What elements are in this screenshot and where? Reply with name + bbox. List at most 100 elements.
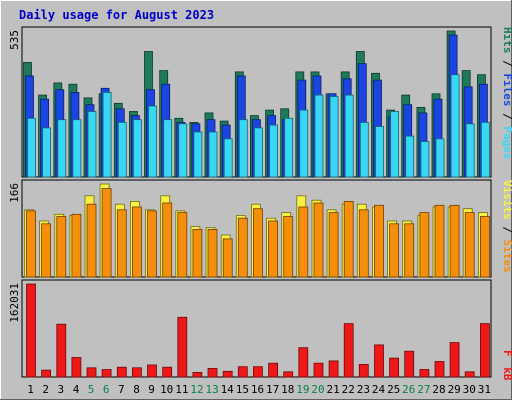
site-bar-day-31 <box>479 216 490 278</box>
kb-bar-day-16 <box>252 366 263 378</box>
page-bar-day-1 <box>27 117 36 178</box>
site-bar-day-25 <box>389 223 400 278</box>
kb-bar-day-30 <box>464 371 475 378</box>
legend-hits: Hits <box>501 27 512 54</box>
site-bar-day-28 <box>434 204 445 278</box>
site-bar-day-14 <box>222 238 233 278</box>
day-label-4: 4 <box>73 383 80 396</box>
hits-files-pages-panel: 535 Hits / Files / Pages <box>8 26 512 178</box>
day-label-29: 29 <box>448 383 461 396</box>
kb-bar-day-6 <box>101 369 112 378</box>
legend-files: Files <box>501 73 512 106</box>
site-bar-day-8 <box>131 206 142 278</box>
page-bar-day-2 <box>42 127 51 178</box>
page-bar-day-6 <box>102 92 112 178</box>
kb-bar-day-27 <box>419 369 430 378</box>
kb-bar-day-14 <box>222 370 233 378</box>
page-bar-day-10 <box>163 119 173 178</box>
site-bar-day-30 <box>464 212 475 278</box>
day-label-1: 1 <box>27 383 34 396</box>
kb-bar-day-28 <box>434 361 445 378</box>
kb-bar-day-12 <box>192 371 203 378</box>
page-bar-day-7 <box>117 122 127 178</box>
page-bar-day-8 <box>132 119 142 178</box>
day-label-16: 16 <box>251 383 264 396</box>
site-bar-day-16 <box>252 208 263 278</box>
day-axis-labels: 1 2 3 4 5 6 7 8 9 10 11 12 13 14 15 16 17 18 19 20 21 22 23 24 2… <box>27 383 491 396</box>
day-label-15: 15 <box>236 383 249 396</box>
day-label-25: 25 <box>387 383 400 396</box>
day-label-22: 22 <box>342 383 355 396</box>
legend-visits: Visits <box>501 180 512 220</box>
page-bar-day-17 <box>269 124 279 178</box>
site-bar-day-10 <box>162 202 173 278</box>
page-bar-day-18 <box>284 117 294 178</box>
chart-title: Daily usage for August 2023 <box>19 8 214 22</box>
page-bar-day-14 <box>223 138 233 178</box>
legend-sep-2: / <box>501 113 512 120</box>
site-bar-day-13 <box>207 228 218 278</box>
legend-pages: Pages <box>501 126 512 159</box>
day-label-7: 7 <box>118 383 125 396</box>
site-bar-day-22 <box>343 200 354 278</box>
kb-bar-day-1 <box>26 283 36 378</box>
day-label-5: 5 <box>88 383 95 396</box>
kb-bar-day-9 <box>147 364 157 378</box>
page-bar-day-9 <box>148 105 157 178</box>
page-bar-day-3 <box>57 119 67 178</box>
day-label-27: 27 <box>417 383 430 396</box>
page-bar-day-21 <box>329 96 339 178</box>
page-bar-day-28 <box>435 138 445 178</box>
kb-bar-day-21 <box>328 360 339 378</box>
kb-bar-day-18 <box>283 371 294 378</box>
page-bar-day-5 <box>87 111 97 178</box>
site-bar-day-23 <box>358 209 369 278</box>
kb-bar-day-19 <box>298 347 309 378</box>
page-bar-day-30 <box>465 123 475 178</box>
site-bar-day-29 <box>449 204 460 278</box>
hits-side-legend: Hits / Files / Pages <box>501 27 512 160</box>
day-label-26: 26 <box>402 383 415 396</box>
site-bar-day-1 <box>26 210 36 278</box>
legend-sites: Sites <box>501 240 512 273</box>
site-bar-day-15 <box>237 217 248 278</box>
page-bar-day-4 <box>72 119 82 178</box>
day-label-20: 20 <box>311 383 324 396</box>
page-bar-day-19 <box>299 109 309 178</box>
site-bar-day-18 <box>283 216 294 278</box>
day-label-28: 28 <box>432 383 445 396</box>
site-bar-day-5 <box>86 203 97 278</box>
site-bar-day-6 <box>101 188 112 278</box>
legend-kb-unit: kB <box>501 367 512 381</box>
day-label-3: 3 <box>57 383 64 396</box>
kb-bar-day-11 <box>177 316 188 378</box>
kb-bar-day-17 <box>268 362 279 378</box>
page-bar-day-25 <box>390 111 400 178</box>
kb-bar-day-15 <box>237 366 248 378</box>
day-label-18: 18 <box>281 383 294 396</box>
day-label-10: 10 <box>160 383 173 396</box>
site-bar-day-12 <box>192 228 203 278</box>
day-label-12: 12 <box>190 383 203 396</box>
kb-bar-day-20 <box>313 362 324 378</box>
site-bar-day-21 <box>328 212 339 278</box>
site-bar-day-9 <box>147 210 157 278</box>
day-label-11: 11 <box>175 383 188 396</box>
page-bar-day-29 <box>450 74 460 178</box>
kbytes-y-max-label: 162031 <box>8 283 21 323</box>
day-label-21: 21 <box>326 383 339 396</box>
site-bar-day-3 <box>56 216 67 278</box>
visits-sites-bars <box>24 183 490 278</box>
kb-bar-day-8 <box>131 367 142 378</box>
page-bar-day-20 <box>314 94 324 178</box>
site-bar-day-17 <box>268 220 279 278</box>
day-label-6: 6 <box>103 383 110 396</box>
hits-y-max-label: 535 <box>8 30 21 50</box>
page-bar-day-24 <box>375 126 384 178</box>
kb-bar-day-3 <box>56 323 67 378</box>
legend-kb: F <box>501 350 512 357</box>
kb-bar-day-5 <box>86 367 97 378</box>
day-label-8: 8 <box>133 383 140 396</box>
day-label-17: 17 <box>266 383 279 396</box>
site-bar-day-11 <box>177 212 188 278</box>
